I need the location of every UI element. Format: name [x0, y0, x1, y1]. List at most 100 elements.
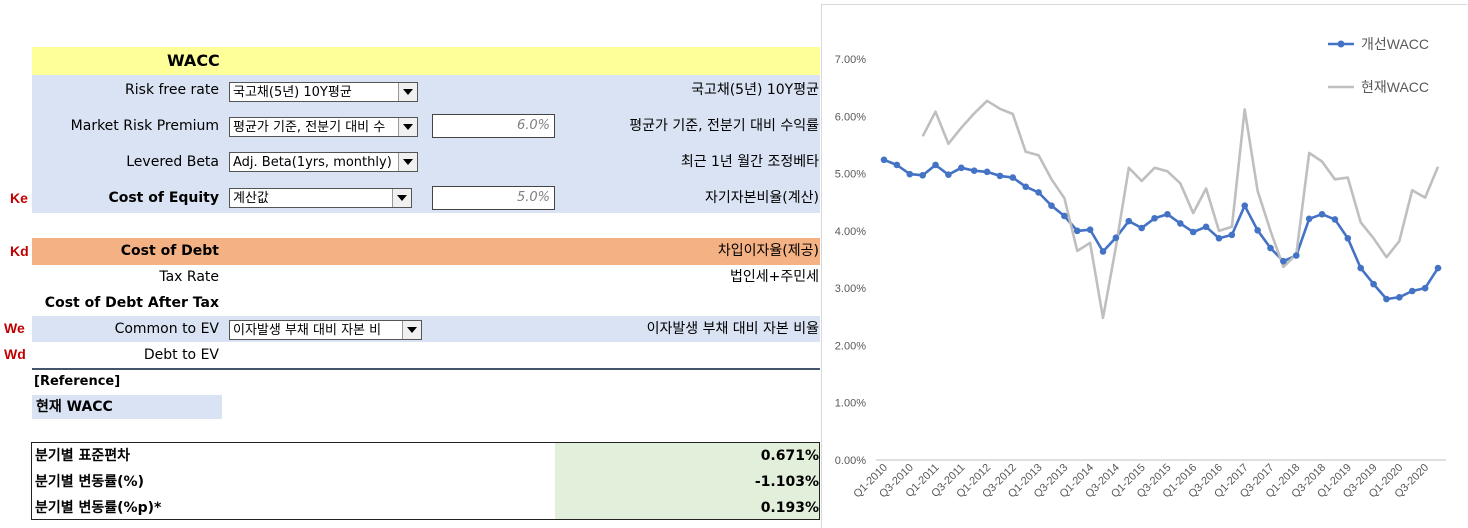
- ke-marker: Ke: [10, 190, 28, 206]
- legend-label: 개선WACC: [1361, 36, 1429, 52]
- data-point: [1241, 202, 1249, 209]
- data-point: [932, 161, 939, 169]
- chevron-down-icon[interactable]: [398, 83, 417, 101]
- data-point: [945, 171, 952, 179]
- y-tick-label: 5.00%: [835, 169, 866, 181]
- debt-ev-label: Debt to EV: [143, 347, 219, 363]
- data-point: [919, 171, 926, 179]
- data-point: [1254, 226, 1261, 234]
- data-point: [1202, 223, 1210, 231]
- kd-marker: Kd: [10, 243, 29, 259]
- risk-free-select-value: 국고채(5년) 10Y평균: [233, 85, 352, 100]
- data-point: [1421, 284, 1429, 292]
- data-point: [1151, 214, 1158, 222]
- reference-label: [Reference]: [34, 374, 121, 389]
- chevron-down-icon[interactable]: [402, 321, 421, 339]
- beta-select[interactable]: Adj. Beta(1yrs, monthly): [229, 152, 418, 172]
- cod-label: Cost of Debt: [120, 243, 219, 259]
- mrp-select[interactable]: 평균가 기준, 전분기 대비 수: [229, 117, 418, 137]
- beta-label: Levered Beta: [126, 154, 219, 170]
- data-point: [1267, 244, 1274, 252]
- wacc-line-chart: 0.00% 1.00% 2.00% 3.00% 4.00% 5.00% 6.00% 7.00%…: [835, 36, 1446, 500]
- data-point: [1009, 174, 1017, 181]
- coe-select[interactable]: 계산값: [229, 188, 412, 208]
- stats-value-column: [555, 443, 819, 519]
- risk-free-label: Risk free rate: [125, 82, 219, 98]
- series-line-improved: [883, 158, 1440, 301]
- y-tick-label: 0.00%: [835, 455, 866, 467]
- data-point: [1434, 264, 1442, 272]
- data-point: [970, 167, 978, 175]
- beta-note: 최근 1년 월간 조정베타: [680, 154, 819, 170]
- data-point: [996, 172, 1004, 180]
- data-point: [1383, 295, 1390, 303]
- data-point: [1099, 248, 1107, 255]
- data-point: [1215, 235, 1223, 242]
- data-point: [1344, 235, 1352, 242]
- data-point: [1331, 216, 1339, 223]
- common-ev-select[interactable]: 이자발생 부채 대비 자본 비: [229, 320, 422, 340]
- stat-value-std: 0.671%: [760, 448, 819, 464]
- tax-note: 법인세+주민세: [729, 269, 819, 285]
- common-ev-band: [32, 316, 820, 342]
- chevron-down-icon[interactable]: [398, 153, 417, 171]
- cod-after-tax-label: Cost of Debt After Tax: [44, 295, 219, 311]
- data-point: [1189, 228, 1197, 236]
- mrp-label: Market Risk Premium: [70, 118, 219, 134]
- coe-select-value: 계산값: [233, 191, 269, 206]
- data-point: [1408, 287, 1416, 295]
- mrp-note: 평균가 기준, 전분기 대비 수익률: [629, 118, 819, 134]
- debt-section-band: [32, 238, 820, 265]
- data-point: [1073, 227, 1081, 235]
- data-point: [1048, 202, 1055, 209]
- risk-free-select[interactable]: 국고채(5년) 10Y평균: [229, 82, 418, 102]
- wacc-header-band: [32, 47, 820, 75]
- data-point: [906, 170, 914, 178]
- risk-free-note: 국고채(5년) 10Y평균: [691, 82, 819, 98]
- common-ev-select-value: 이자발생 부채 대비 자본 비: [233, 323, 382, 338]
- mrp-value-field[interactable]: 6.0%: [432, 114, 555, 138]
- data-point: [1035, 189, 1042, 196]
- data-point: [1370, 280, 1377, 288]
- data-point: [983, 168, 991, 176]
- common-ev-note: 이자발생 부채 대비 자본 비율: [646, 321, 819, 337]
- data-point: [880, 156, 888, 164]
- current-wacc-band: [32, 395, 222, 419]
- data-point: [1164, 210, 1171, 218]
- data-point: [1086, 226, 1094, 234]
- beta-select-value: Adj. Beta(1yrs, monthly): [233, 155, 392, 170]
- equity-section-band: [32, 75, 820, 213]
- data-point: [1396, 294, 1403, 301]
- data-point: [1280, 257, 1287, 265]
- we-marker: We: [4, 320, 25, 336]
- data-point: [1112, 234, 1120, 242]
- legend-label: 현재WACC: [1361, 79, 1429, 95]
- common-ev-label: Common to EV: [114, 321, 219, 337]
- coe-note: 자기자본비율(계산): [705, 190, 819, 206]
- section-divider: [32, 368, 820, 370]
- chevron-down-icon[interactable]: [392, 189, 411, 207]
- chevron-down-icon[interactable]: [398, 118, 417, 136]
- current-wacc-label: 현재 WACC: [36, 399, 113, 415]
- y-tick-label: 4.00%: [835, 226, 866, 238]
- data-point: [1228, 231, 1236, 239]
- series-line-current: [921, 99, 1440, 320]
- data-point: [1022, 183, 1030, 191]
- stat-value-change-pp: 0.193%: [760, 500, 819, 516]
- cod-note: 차입이자율(제공): [717, 243, 819, 259]
- y-tick-label: 3.00%: [835, 283, 866, 295]
- stat-value-change-pct: -1.103%: [754, 474, 819, 490]
- mrp-select-value: 평균가 기준, 전분기 대비 수: [233, 120, 386, 135]
- coe-label: Cost of Equity: [108, 190, 219, 206]
- stat-label-std: 분기별 표준편차: [35, 448, 131, 464]
- data-point: [1138, 224, 1145, 232]
- data-point: [1305, 215, 1313, 223]
- y-tick-label: 2.00%: [835, 340, 866, 352]
- data-point: [1061, 212, 1068, 220]
- stats-table: [31, 442, 820, 520]
- y-tick-label: 7.00%: [835, 54, 866, 66]
- wd-marker: Wd: [4, 346, 26, 362]
- coe-value-field[interactable]: 5.0%: [432, 186, 555, 210]
- wacc-title: WACC: [167, 51, 220, 70]
- legend-marker: [1337, 40, 1345, 48]
